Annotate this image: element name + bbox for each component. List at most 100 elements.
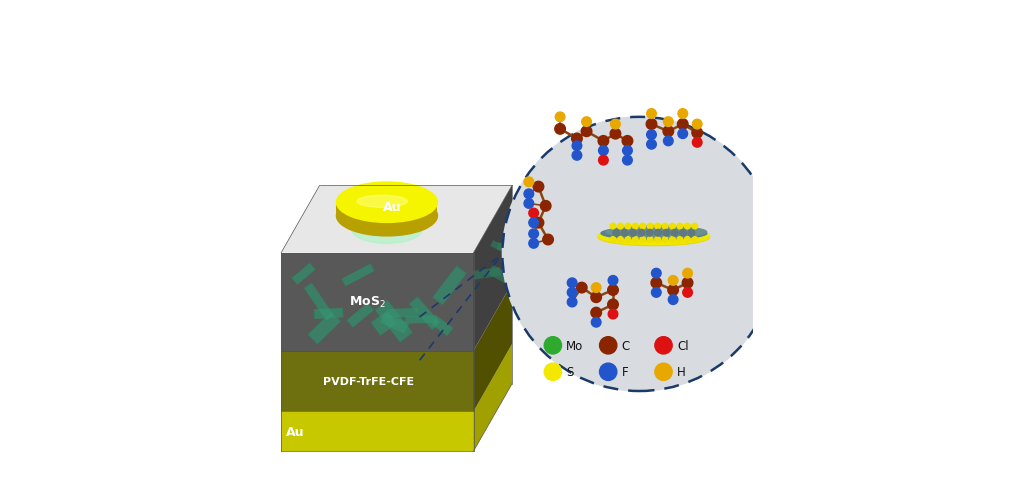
Circle shape <box>543 235 553 245</box>
Circle shape <box>528 218 539 228</box>
Polygon shape <box>347 303 374 328</box>
Circle shape <box>524 199 534 209</box>
Circle shape <box>651 269 662 278</box>
Circle shape <box>647 131 656 140</box>
Ellipse shape <box>351 216 422 244</box>
Polygon shape <box>292 264 315 285</box>
Polygon shape <box>431 316 454 336</box>
Circle shape <box>651 288 662 298</box>
Circle shape <box>534 182 544 192</box>
Circle shape <box>582 118 592 127</box>
Circle shape <box>572 151 582 161</box>
Circle shape <box>567 278 577 288</box>
Circle shape <box>571 134 583 144</box>
Polygon shape <box>432 265 467 306</box>
Polygon shape <box>375 300 414 343</box>
Circle shape <box>663 230 670 237</box>
Circle shape <box>607 285 618 296</box>
Circle shape <box>677 237 683 243</box>
Circle shape <box>607 300 618 310</box>
Circle shape <box>608 276 617 286</box>
Circle shape <box>567 298 577 307</box>
Circle shape <box>638 230 645 237</box>
Circle shape <box>599 146 608 156</box>
Polygon shape <box>282 411 473 451</box>
Text: F: F <box>622 365 629 379</box>
Circle shape <box>692 120 702 130</box>
Circle shape <box>669 276 678 286</box>
Circle shape <box>651 278 662 288</box>
Ellipse shape <box>598 229 710 246</box>
Circle shape <box>678 109 687 119</box>
Ellipse shape <box>598 228 710 246</box>
Circle shape <box>610 237 615 243</box>
Circle shape <box>655 363 672 381</box>
Ellipse shape <box>337 182 437 223</box>
Circle shape <box>524 178 534 187</box>
Polygon shape <box>433 266 466 305</box>
Polygon shape <box>410 298 440 330</box>
Polygon shape <box>379 312 410 335</box>
Circle shape <box>664 137 673 146</box>
Circle shape <box>599 337 616 354</box>
Circle shape <box>684 237 690 243</box>
Polygon shape <box>473 345 512 451</box>
Polygon shape <box>490 240 511 255</box>
Circle shape <box>582 127 592 137</box>
Text: Mo: Mo <box>566 339 584 352</box>
Circle shape <box>577 283 587 293</box>
Circle shape <box>680 230 686 237</box>
Circle shape <box>623 156 632 166</box>
Circle shape <box>610 129 621 140</box>
Circle shape <box>555 113 565 122</box>
Polygon shape <box>431 317 453 336</box>
Ellipse shape <box>601 228 707 240</box>
Circle shape <box>544 337 561 354</box>
Circle shape <box>623 136 633 147</box>
Circle shape <box>572 142 582 151</box>
Polygon shape <box>497 243 513 253</box>
Circle shape <box>688 230 694 237</box>
Circle shape <box>610 120 621 130</box>
Text: PVDF-TrFE-CFE: PVDF-TrFE-CFE <box>324 376 415 386</box>
Circle shape <box>668 285 679 296</box>
Circle shape <box>677 224 683 229</box>
Text: Au: Au <box>383 201 401 214</box>
Circle shape <box>630 230 637 237</box>
Polygon shape <box>386 308 419 318</box>
Circle shape <box>534 218 544 228</box>
Circle shape <box>647 237 653 243</box>
Ellipse shape <box>357 196 408 208</box>
Polygon shape <box>371 311 396 336</box>
Circle shape <box>654 224 660 229</box>
Circle shape <box>528 209 539 218</box>
Circle shape <box>608 310 617 319</box>
Circle shape <box>613 230 620 237</box>
Circle shape <box>663 224 668 229</box>
Circle shape <box>692 224 697 229</box>
Polygon shape <box>346 303 374 328</box>
Circle shape <box>592 283 601 293</box>
Circle shape <box>544 363 561 381</box>
Polygon shape <box>387 308 418 318</box>
Circle shape <box>664 118 673 127</box>
Polygon shape <box>404 315 438 324</box>
Polygon shape <box>341 264 375 287</box>
Polygon shape <box>307 312 341 345</box>
Circle shape <box>654 237 660 243</box>
Circle shape <box>646 230 653 237</box>
Circle shape <box>670 237 676 243</box>
Circle shape <box>647 140 656 150</box>
Polygon shape <box>303 283 335 322</box>
Circle shape <box>524 190 534 199</box>
Circle shape <box>640 224 645 229</box>
Text: MoS$_2$: MoS$_2$ <box>349 295 386 310</box>
Circle shape <box>684 224 690 229</box>
Circle shape <box>692 138 702 148</box>
Circle shape <box>683 269 692 278</box>
Circle shape <box>617 237 624 243</box>
Polygon shape <box>337 203 437 216</box>
Circle shape <box>503 118 776 391</box>
Circle shape <box>647 224 653 229</box>
Circle shape <box>591 292 601 303</box>
